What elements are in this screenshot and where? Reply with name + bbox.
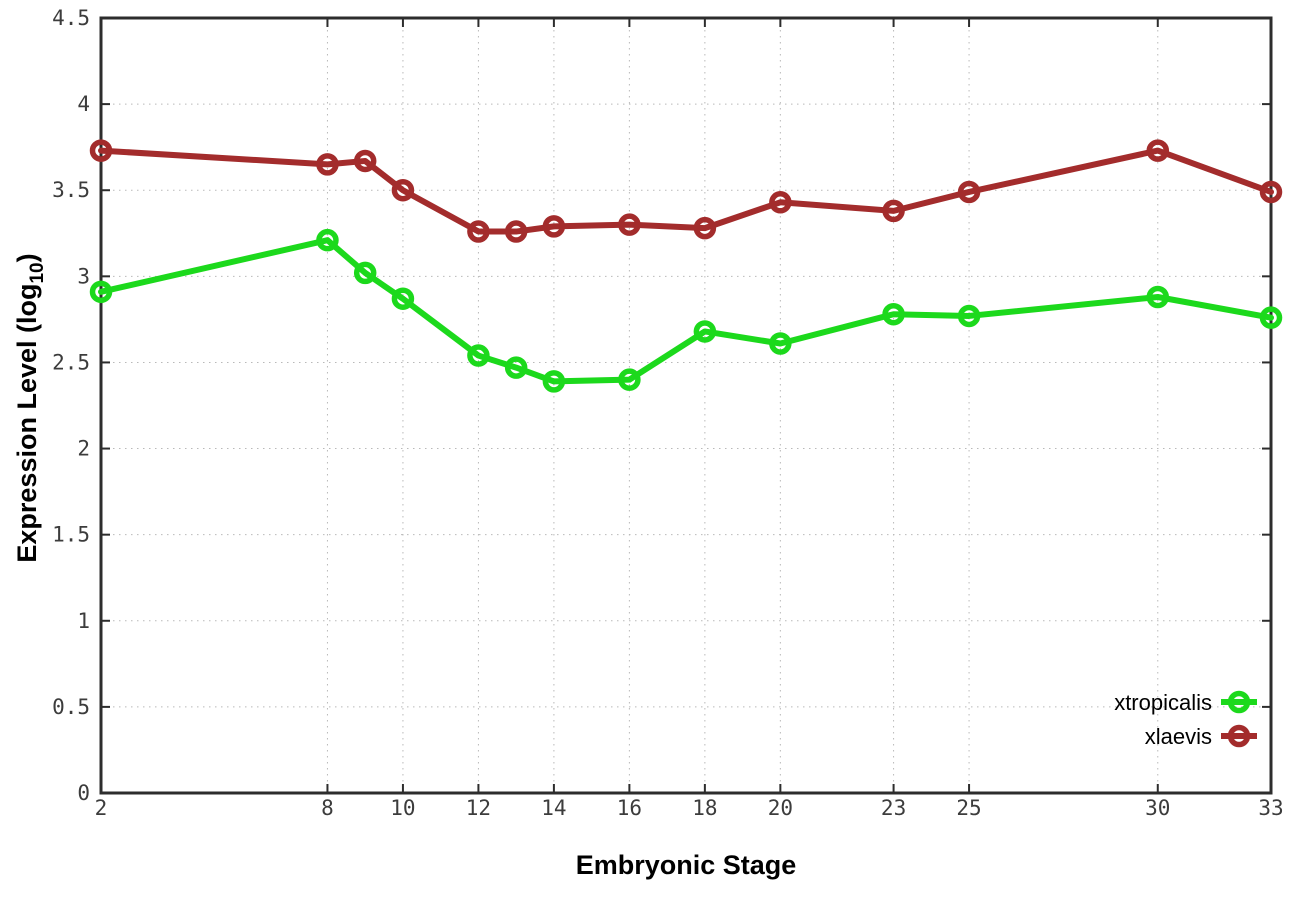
data-point-xtropicalis-stage-13 [504,356,528,379]
data-point-xtropicalis-stage-10 [391,287,415,310]
data-point-xlaevis-stage-2 [89,139,113,162]
x-tick-label: 25 [956,796,981,820]
data-point-xlaevis-stage-12 [467,220,490,243]
y-tick-label: 2 [77,437,90,461]
data-point-xlaevis-stage-16 [618,213,641,236]
series-line-xtropicalis [98,237,1274,385]
data-point-xtropicalis-stage-30 [1146,285,1170,309]
legend: xtropicalis xlaevis [1114,690,1257,749]
legend-marker-xlaevis [1227,724,1251,748]
data-point-xtropicalis-stage-23 [882,302,905,326]
y-tick-label: 3.5 [52,178,90,202]
y-tick-label: 2.5 [52,350,90,374]
data-point-xlaevis-stage-10 [391,178,415,202]
x-tick-label: 16 [617,796,642,820]
x-tick-label: 23 [881,796,906,820]
data-point-xlaevis-stage-14 [542,215,566,238]
data-point-xtropicalis-stage-14 [542,370,566,393]
x-tick-label: 20 [768,796,793,820]
data-point-xlaevis-stage-33 [1259,180,1283,204]
x-tick-label: 12 [466,796,491,820]
tick-layer: 2 8 10 12 14 16 18 20 23 25 30 33 0 0.5 1 1.5 2 2.5 3 3.5 4 4… [52,6,1284,820]
x-tick-label: 18 [692,796,717,820]
x-tick-label: 30 [1145,796,1170,820]
x-tick-label: 8 [321,796,334,820]
y-tick-label: 0 [77,781,90,805]
y-tick-label: 0.5 [52,695,90,719]
x-tick-label: 10 [390,796,415,820]
data-point-xlaevis-stage-25 [957,180,981,204]
y-tick-label: 4.5 [52,6,90,30]
y-tick-label: 1.5 [52,523,90,547]
data-point-xlaevis-stage-13 [504,220,528,243]
data-point-xlaevis-stage-23 [882,199,905,223]
x-tick-label: 14 [541,796,566,820]
grid-layer [100,17,1272,794]
y-tick-label: 3 [77,264,90,288]
data-point-xlaevis-stage-8 [316,153,339,176]
data-point-xlaevis-stage-18 [693,216,717,240]
plot-border [99,16,1273,795]
x-tick-label: 2 [95,796,108,820]
data-point-xlaevis-stage-20 [769,191,792,214]
x-tick-label: 33 [1258,796,1283,820]
data-point-xtropicalis-stage-2 [89,280,113,304]
data-point-xtropicalis-stage-9 [353,261,377,285]
series-line-xlaevis [98,147,1274,235]
data-point-xlaevis-stage-9 [353,149,377,173]
data-point-xtropicalis-stage-33 [1259,306,1283,329]
data-point-xtropicalis-stage-18 [693,320,717,343]
legend-label-xtropicalis: xtropicalis [1114,690,1212,715]
y-axis-title: Expression Level (log10) [12,253,48,562]
data-point-xtropicalis-stage-20 [769,332,792,355]
x-axis-title: Embryonic Stage [576,850,797,880]
data-point-xlaevis-stage-30 [1146,139,1170,162]
legend-label-xlaevis: xlaevis [1145,724,1212,749]
data-point-xtropicalis-stage-12 [467,344,490,367]
data-point-xtropicalis-stage-8 [316,228,339,252]
legend-marker-xtropicalis [1227,690,1251,714]
y-tick-label: 1 [77,609,90,633]
data-point-xtropicalis-stage-16 [618,368,641,391]
data-point-xtropicalis-stage-25 [957,304,981,328]
series-layer [89,139,1283,393]
y-tick-label: 4 [77,92,90,116]
